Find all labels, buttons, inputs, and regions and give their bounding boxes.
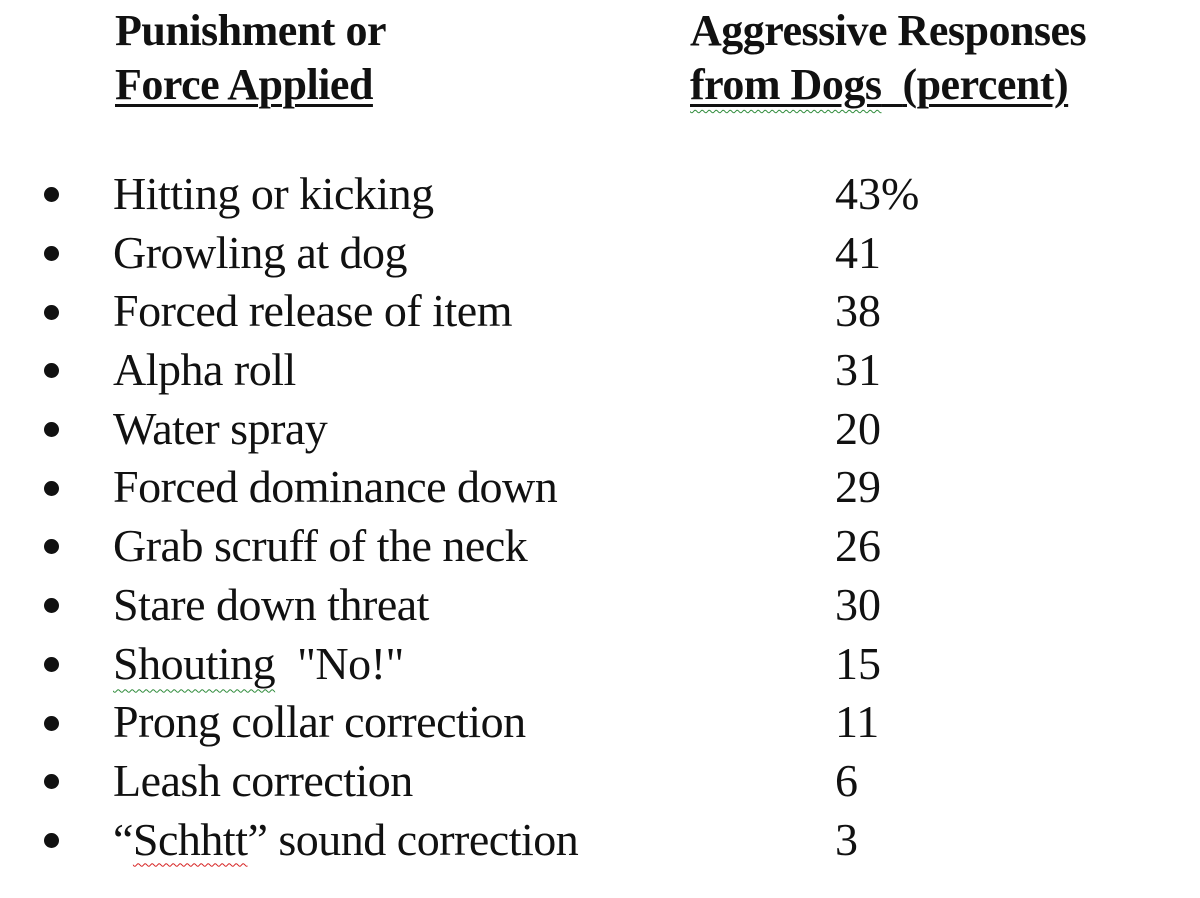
list-item: Leash correction 6 bbox=[0, 752, 1200, 811]
punishment-label: Growling at dog bbox=[113, 226, 408, 278]
list-item: Grab scruff of the neck 26 bbox=[0, 517, 1200, 576]
punishment-label: Forced release of item bbox=[113, 285, 512, 337]
bullet-icon bbox=[44, 304, 59, 320]
quote-open: “ bbox=[113, 813, 133, 865]
aggression-percent: 41 bbox=[835, 226, 881, 278]
bullet-icon bbox=[44, 363, 59, 379]
list-item: Alpha roll 31 bbox=[0, 341, 1200, 400]
bullet-icon bbox=[44, 422, 59, 438]
bullet-icon bbox=[44, 774, 59, 790]
list-item: Forced release of item 38 bbox=[0, 282, 1200, 341]
list-item: Shouting "No!" 15 bbox=[0, 635, 1200, 694]
punishment-label: Leash correction bbox=[113, 754, 413, 806]
header-right-unit: (percent) bbox=[902, 60, 1069, 109]
header-right-line-1: Aggressive Responses bbox=[690, 6, 1087, 55]
punishment-list: Hitting or kicking 43% Growling at dog 4… bbox=[0, 165, 1200, 869]
punishment-label: Hitting or kicking bbox=[113, 168, 434, 219]
bullet-icon bbox=[44, 246, 59, 262]
header-left-line-2: Force Applied bbox=[115, 60, 373, 109]
list-item: Stare down threat 30 bbox=[0, 576, 1200, 635]
punishment-label: Grab scruff of the neck bbox=[113, 520, 528, 572]
bullet-icon bbox=[44, 480, 59, 496]
bullet-icon bbox=[44, 656, 59, 672]
aggression-percent: 43% bbox=[835, 168, 920, 219]
header-right-spellcheck-word: from Dogs bbox=[690, 60, 882, 109]
list-item: Prong collar correction 11 bbox=[0, 693, 1200, 752]
bullet-icon bbox=[44, 539, 59, 555]
punishment-label: Forced dominance down bbox=[113, 461, 558, 513]
spellcheck-word: Schhtt bbox=[132, 813, 248, 865]
spellcheck-word: Shouting bbox=[113, 637, 276, 689]
bullet-icon bbox=[44, 715, 59, 731]
list-item: Forced dominance down 29 bbox=[0, 458, 1200, 517]
punishment-label: Water spray bbox=[113, 402, 328, 454]
header-left-line-1: Punishment or bbox=[115, 6, 386, 55]
bullet-icon bbox=[44, 187, 59, 203]
list-item: Growling at dog 41 bbox=[0, 224, 1200, 283]
bullet-icon bbox=[44, 832, 59, 848]
punishment-label: “Schhtt” sound correction bbox=[113, 811, 579, 870]
aggression-percent: 6 bbox=[835, 754, 858, 806]
bullet-icon bbox=[44, 598, 59, 614]
aggression-percent: 11 bbox=[835, 696, 880, 748]
punishment-label: Prong collar correction bbox=[113, 696, 526, 748]
aggression-percent: 31 bbox=[835, 344, 881, 396]
list-item: Hitting or kicking 43% bbox=[0, 165, 1200, 224]
aggression-percent: 26 bbox=[835, 520, 881, 572]
list-item: “Schhtt” sound correction 3 bbox=[0, 811, 1200, 870]
aggression-percent: 29 bbox=[835, 461, 881, 513]
aggression-percent: 15 bbox=[835, 637, 881, 689]
header-right-line-2: from Dogs (percent) bbox=[690, 58, 1086, 112]
label-rest: ” sound correction bbox=[247, 813, 579, 865]
aggression-percent: 20 bbox=[835, 402, 881, 454]
punishment-label: Stare down threat bbox=[113, 578, 429, 630]
punishment-label: Alpha roll bbox=[113, 344, 296, 396]
column-header-aggressive-responses: Aggressive Responses from Dogs (percent) bbox=[690, 4, 1087, 112]
punishment-label: Shouting "No!" bbox=[113, 635, 404, 694]
column-header-punishment: Punishment or Force Applied bbox=[115, 4, 386, 112]
aggression-percent: 3 bbox=[835, 813, 858, 865]
list-item: Water spray 20 bbox=[0, 400, 1200, 459]
label-rest: "No!" bbox=[297, 637, 404, 689]
aggression-percent: 38 bbox=[835, 285, 881, 337]
aggression-percent: 30 bbox=[835, 578, 881, 630]
